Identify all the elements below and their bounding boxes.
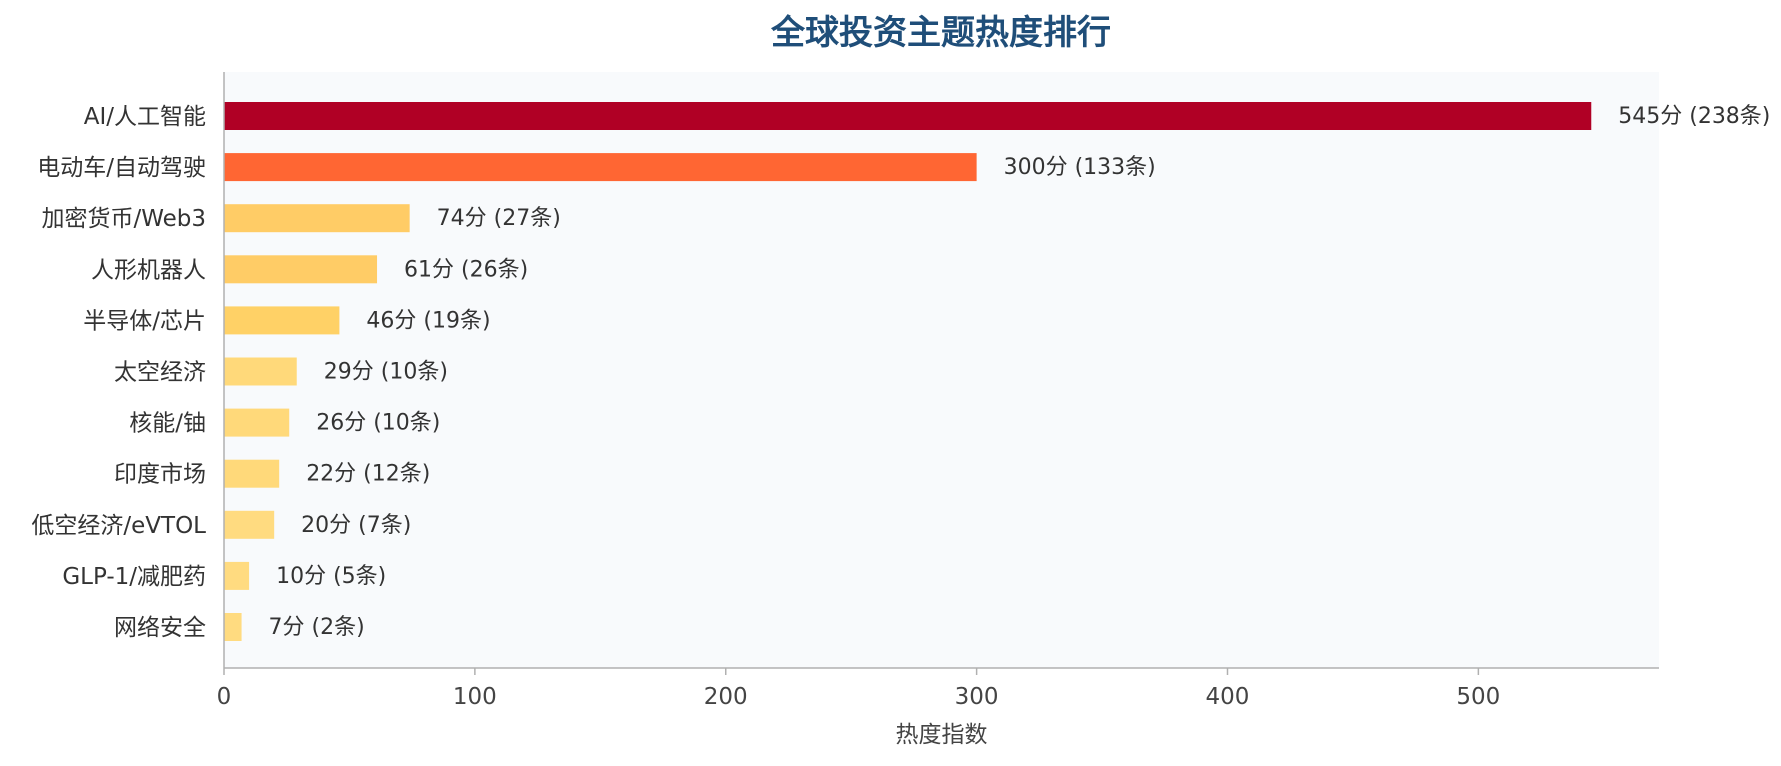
- category-label-3: 人形机器人: [91, 257, 206, 283]
- x-tick-label-1: 100: [453, 684, 497, 710]
- x-axis-title: 热度指数: [896, 722, 988, 748]
- x-tick-label-4: 400: [1206, 684, 1250, 710]
- bar-8: [224, 510, 275, 539]
- category-label-10: 网络安全: [114, 615, 206, 641]
- x-tick-label-2: 200: [704, 684, 748, 710]
- bar-10: [224, 613, 242, 641]
- data-label-5: 29分 (10条): [324, 360, 448, 385]
- bar-4: [224, 306, 340, 335]
- bar-3: [224, 255, 378, 284]
- data-label-1: 300分 (133条): [1004, 155, 1156, 180]
- x-axis-ticks: 0 100 200 300 400 500: [217, 668, 1500, 710]
- x-tick-label-3: 300: [955, 684, 999, 710]
- data-label-0: 545分 (238条): [1618, 104, 1770, 129]
- bars-group: [224, 102, 1592, 641]
- x-tick-label-0: 0: [217, 684, 232, 710]
- value-labels: 545分 (238条) 300分 (133条) 74分 (27条) 61分 (26条)…: [269, 104, 1771, 640]
- data-label-3: 61分 (26条): [404, 257, 528, 282]
- category-label-6: 核能/铀: [129, 411, 206, 437]
- data-label-9: 10分 (5条): [276, 564, 386, 589]
- data-label-8: 20分 (7条): [301, 513, 411, 538]
- bar-6: [224, 408, 290, 437]
- bar-1: [224, 153, 977, 182]
- x-tick-label-5: 500: [1456, 684, 1500, 710]
- category-label-4: 半导体/芯片: [83, 308, 206, 334]
- data-label-4: 46分 (19条): [366, 308, 490, 333]
- data-label-6: 26分 (10条): [316, 411, 440, 436]
- bar-0: [224, 102, 1592, 130]
- category-label-5: 太空经济: [114, 360, 206, 386]
- data-label-2: 74分 (27条): [437, 206, 561, 231]
- category-label-9: GLP-1/减肥药: [62, 564, 206, 590]
- category-label-0: AI/人工智能: [84, 104, 206, 130]
- bar-9: [224, 561, 250, 590]
- data-label-7: 22分 (12条): [306, 462, 430, 487]
- category-label-7: 印度市场: [114, 462, 206, 488]
- bar-7: [224, 459, 280, 488]
- bar-5: [224, 357, 297, 386]
- category-label-8: 低空经济/eVTOL: [31, 513, 206, 539]
- category-label-2: 加密货币/Web3: [41, 206, 206, 232]
- bar-2: [224, 204, 410, 233]
- chart-title: 全球投资主题热度排行: [770, 13, 1111, 53]
- data-label-10: 7分 (2条): [269, 615, 365, 640]
- category-label-1: 电动车/自动驾驶: [37, 155, 206, 181]
